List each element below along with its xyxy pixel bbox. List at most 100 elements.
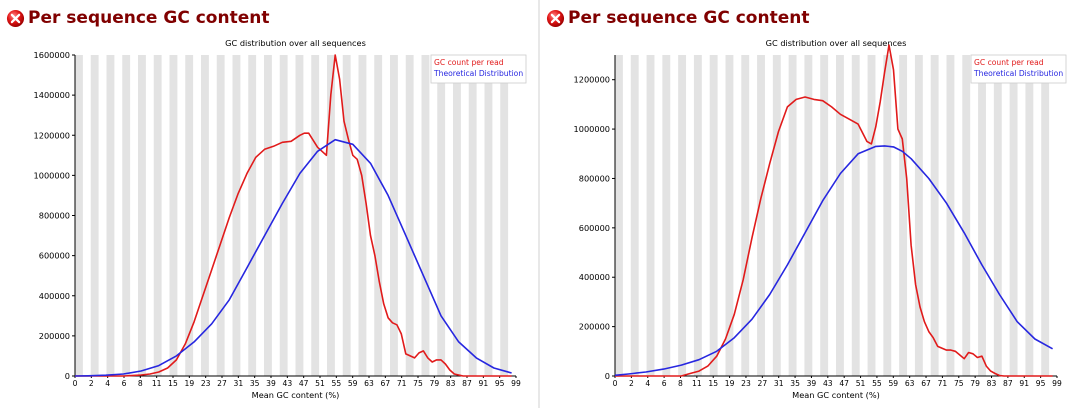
x-tick-label: 59: [888, 379, 898, 388]
background-stripe: [772, 55, 781, 376]
background-stripe: [468, 55, 477, 376]
section-header: Per sequence GC content: [546, 6, 809, 30]
background-stripe: [962, 55, 971, 376]
y-tick-label: 1400000: [34, 90, 70, 100]
x-tick-label: 31: [774, 379, 784, 388]
background-stripe: [405, 55, 414, 376]
background-stripe: [248, 55, 257, 376]
x-tick-label: 71: [938, 379, 948, 388]
background-stripe: [1025, 55, 1034, 376]
x-tick-label: 35: [790, 379, 800, 388]
background-stripe: [153, 55, 162, 376]
gc-count-line: [75, 54, 512, 377]
x-tick-label: 95: [495, 379, 505, 388]
x-tick-label: 67: [380, 379, 390, 388]
x-tick-label: 2: [629, 379, 634, 388]
x-tick-label: 4: [105, 379, 110, 388]
x-tick-label: 11: [152, 379, 162, 388]
background-stripe: [106, 55, 115, 376]
background-stripe: [867, 55, 876, 376]
background-stripe: [421, 55, 430, 376]
y-tick-label: 0: [65, 371, 70, 381]
theoretical-distribution-line: [614, 145, 1053, 377]
background-stripe: [693, 55, 702, 376]
x-tick-label: 87: [1003, 379, 1013, 388]
background-stripe: [678, 55, 687, 376]
x-tick-label: 35: [250, 379, 260, 388]
chart-title: GC distribution over all sequences: [766, 38, 907, 48]
background-stripe: [295, 55, 304, 376]
background-stripe: [630, 55, 639, 376]
x-tick-label: 47: [839, 379, 849, 388]
y-tick-label: 1600000: [34, 50, 70, 60]
background-stripe: [201, 55, 209, 376]
x-tick-label: 15: [708, 379, 718, 388]
legend-entry: GC count per read: [974, 58, 1044, 67]
right-panel: Per sequence GC content 0 200000 400000 600…: [540, 0, 1080, 408]
x-tick-label: 99: [511, 379, 521, 388]
background-stripe: [342, 55, 351, 376]
y-tick-label: 600000: [579, 223, 610, 233]
gc-chart-right: 0 200000 400000 600000 800000 1000000 1200000 0…: [574, 38, 1067, 400]
x-tick-label: 75: [954, 379, 964, 388]
background-stripe: [484, 55, 493, 376]
background-stripe: [899, 55, 908, 376]
gc-chart-left: 0 200000 400000 600000 800000 1000000 1200000 1…: [34, 38, 527, 400]
x-tick-label: 79: [429, 379, 439, 388]
x-tick-label: 27: [757, 379, 767, 388]
x-tick-label: 63: [364, 379, 374, 388]
legend-box: [970, 54, 1067, 84]
background-stripe: [75, 55, 83, 376]
y-tick-label: 1200000: [574, 75, 610, 85]
background-stripe: [90, 55, 99, 376]
x-tick-label: 8: [678, 379, 683, 388]
x-tick-label: 4: [645, 379, 650, 388]
legend-box: [430, 54, 527, 84]
background-stripe: [993, 55, 1002, 376]
x-tick-label: 95: [1036, 379, 1046, 388]
background-stripe: [232, 55, 241, 376]
background-stripe: [851, 55, 860, 376]
background-stripe: [914, 55, 923, 376]
chart-title: GC distribution over all sequences: [225, 38, 366, 48]
x-tick-label: 23: [741, 379, 751, 388]
background-stripe: [374, 55, 383, 376]
x-tick-label: 39: [807, 379, 817, 388]
x-tick-label: 79: [970, 379, 980, 388]
background-stripe: [757, 55, 765, 376]
legend-entry: GC count per read: [434, 58, 504, 67]
section-title: Per sequence GC content: [28, 8, 270, 28]
x-tick-label: 83: [446, 379, 456, 388]
x-tick-label: 43: [282, 379, 292, 388]
background-stripe: [358, 55, 367, 376]
x-tick-label: 23: [201, 379, 211, 388]
background-stripe: [453, 55, 461, 376]
background-stripe: [709, 55, 718, 376]
x-tick-label: 0: [73, 379, 78, 388]
background-stripe: [169, 55, 178, 376]
legend-entry: Theoretical Distribution: [433, 69, 523, 78]
x-tick-label: 51: [315, 379, 325, 388]
x-tick-label: 6: [122, 379, 127, 388]
x-tick-label: 55: [872, 379, 882, 388]
background-stripe: [327, 55, 335, 376]
y-tick-label: 800000: [39, 211, 70, 221]
background-stripe: [185, 55, 194, 376]
x-tick-label: 63: [905, 379, 915, 388]
x-tick-label: 47: [299, 379, 309, 388]
x-tick-label: 75: [413, 379, 423, 388]
background-stripe: [311, 55, 320, 376]
background-stripe: [122, 55, 131, 376]
background-stripe: [804, 55, 813, 376]
x-tick-label: 2: [89, 379, 94, 388]
gc-count-line: [615, 44, 1053, 377]
theoretical-distribution-line: [74, 138, 512, 377]
background-stripe: [1041, 55, 1050, 376]
x-tick-label: 19: [184, 379, 194, 388]
y-tick-label: 400000: [579, 272, 610, 282]
legend-entry: Theoretical Distribution: [973, 69, 1063, 78]
x-tick-label: 99: [1052, 379, 1062, 388]
background-stripe: [836, 55, 844, 376]
y-tick-label: 800000: [579, 173, 610, 183]
x-tick-label: 87: [462, 379, 472, 388]
